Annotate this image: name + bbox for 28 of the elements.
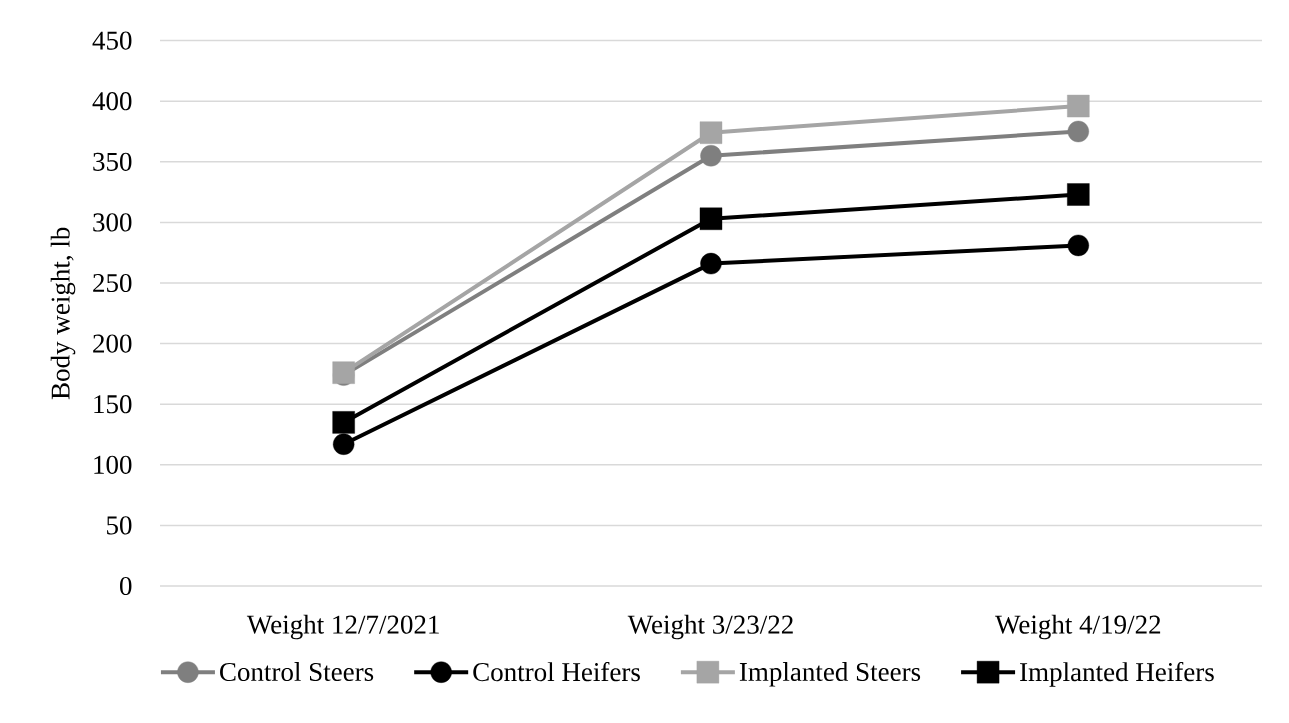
point xyxy=(700,145,722,167)
x-tick-label: Weight 3/23/22 xyxy=(627,614,793,640)
y-tick-label: 150 xyxy=(94,395,132,414)
y-tick-label: 200 xyxy=(93,334,132,353)
point xyxy=(1067,94,1090,118)
y-tick-label: 300 xyxy=(93,213,132,232)
legend-label: Control Heifers xyxy=(473,661,640,682)
x-tick-label: Weight 4/19/22 xyxy=(995,614,1161,640)
legend-label: Implanted Steers xyxy=(739,662,921,687)
point xyxy=(699,121,723,144)
point xyxy=(332,411,355,434)
point xyxy=(699,207,723,230)
y-tick-label: 0 xyxy=(120,576,132,596)
y-tick-label: 50 xyxy=(107,516,132,535)
point xyxy=(332,433,355,455)
legend-label: Implanted Heifers xyxy=(1020,661,1214,687)
y-tick-label: 250 xyxy=(93,273,132,293)
point xyxy=(700,252,722,275)
point xyxy=(1067,234,1090,257)
y-tick-label: 100 xyxy=(94,455,132,474)
y-tick-label: 350 xyxy=(93,152,132,171)
x-tick-label: Weight 12/7/2021 xyxy=(246,614,439,640)
y-tick-label: 400 xyxy=(92,92,132,111)
point xyxy=(1067,183,1090,206)
y-tick-label: 450 xyxy=(92,31,132,50)
point xyxy=(1067,120,1090,143)
y-axis-title: Body weight, lb xyxy=(50,227,76,400)
legend-label: Control Steers xyxy=(220,662,374,682)
